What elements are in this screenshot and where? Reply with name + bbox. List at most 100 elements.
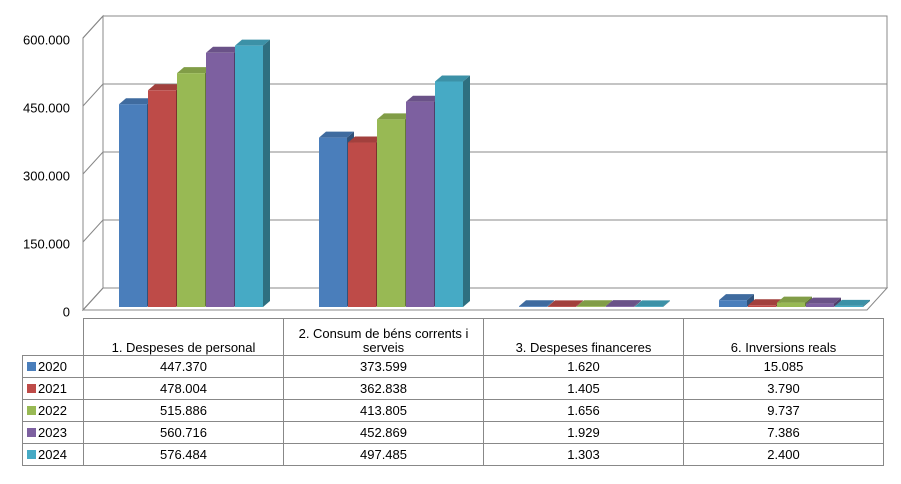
y-tick-label: 600.000 <box>23 32 70 47</box>
series-row: 2021 478.004 362.838 1.405 3.790 <box>22 377 884 400</box>
legend-entry: 2022 <box>22 399 84 422</box>
bar <box>206 52 234 307</box>
legend-swatch <box>27 383 36 393</box>
bar-top <box>177 67 212 74</box>
value-cell: 1.929 <box>483 421 684 444</box>
bar-top <box>348 136 383 143</box>
bar-top <box>606 300 641 307</box>
bar <box>806 303 834 307</box>
legend-entry: 2024 <box>22 443 84 466</box>
value-cell: 515.886 <box>83 399 284 422</box>
value-cell: 3.790 <box>683 377 884 400</box>
bar <box>406 101 434 307</box>
series-row: 2023 560.716 452.869 1.929 7.386 <box>22 421 884 444</box>
value-cell: 576.484 <box>83 443 284 466</box>
bar-side <box>605 300 612 307</box>
value-cell: 9.737 <box>683 399 884 422</box>
legend-label: 2023 <box>38 424 67 440</box>
legend-label: 2020 <box>38 358 67 374</box>
bar-top <box>635 300 670 307</box>
legend-entry: 2021 <box>22 377 84 400</box>
bar-side <box>663 300 670 307</box>
value-cell: 373.599 <box>283 355 484 378</box>
grid-line <box>82 287 104 311</box>
value-cell: 1.620 <box>483 355 684 378</box>
bar <box>119 104 147 308</box>
y-tick-label: 0 <box>63 304 70 319</box>
bar-top <box>806 297 841 304</box>
value-cell: 1.303 <box>483 443 684 466</box>
bar <box>748 305 776 307</box>
bar <box>606 306 634 307</box>
category-label: 6. Inversions reals <box>683 318 884 356</box>
category-label: 3. Despeses financeres <box>483 318 684 356</box>
bar <box>548 306 576 307</box>
legend-label: 2021 <box>38 380 67 396</box>
bar-side <box>576 300 583 307</box>
bar-side <box>834 297 841 307</box>
bar <box>348 142 376 307</box>
value-cell: 1.405 <box>483 377 684 400</box>
series-row: 2024 576.484 497.485 1.303 2.400 <box>22 443 884 466</box>
bar <box>435 81 463 307</box>
legend-swatch <box>27 405 36 415</box>
value-cell: 413.805 <box>283 399 484 422</box>
bar <box>635 306 663 307</box>
bar <box>719 300 747 307</box>
bar-top <box>577 300 612 307</box>
bar-side <box>547 300 554 307</box>
bar-top <box>777 296 812 303</box>
bar <box>777 302 805 307</box>
bar <box>177 73 205 307</box>
y-tick-label: 150.000 <box>23 236 70 251</box>
legend-swatch <box>27 427 36 437</box>
bar-top <box>148 84 183 91</box>
blank-cell <box>23 319 84 356</box>
bar <box>148 90 176 307</box>
value-cell: 15.085 <box>683 355 884 378</box>
bar-top <box>319 131 354 138</box>
bar-side <box>463 75 470 307</box>
bar-top <box>719 294 754 301</box>
value-cell: 452.869 <box>283 421 484 444</box>
legend-swatch <box>27 361 36 371</box>
bar-top <box>377 113 412 120</box>
bar-top <box>206 46 241 53</box>
legend-label: 2022 <box>38 402 67 418</box>
bar <box>235 45 263 308</box>
category-label: 1. Despeses de personal <box>83 318 284 356</box>
bar-side <box>634 300 641 307</box>
grid-line <box>82 15 104 39</box>
series-row: 2022 515.886 413.805 1.656 9.737 <box>22 399 884 422</box>
bar-side <box>263 39 270 308</box>
grid-line <box>82 151 104 175</box>
bar-top <box>519 300 554 307</box>
legend-entry: 2023 <box>22 421 84 444</box>
legend-entry: 2020 <box>22 355 84 378</box>
data-table: 1. Despeses de personal 2. Consum de béns… <box>22 318 884 466</box>
bar-side <box>863 299 870 307</box>
bar <box>377 119 405 307</box>
value-cell: 362.838 <box>283 377 484 400</box>
header-row: 1. Despeses de personal 2. Consum de béns… <box>23 318 884 356</box>
value-cell: 1.656 <box>483 399 684 422</box>
bar <box>577 306 605 307</box>
bar <box>835 305 863 307</box>
legend-swatch <box>27 449 36 459</box>
series-row: 2020 447.370 373.599 1.620 15.085 <box>22 355 884 378</box>
grid-line <box>82 219 104 243</box>
bar-side <box>747 294 754 307</box>
bar <box>519 306 547 307</box>
y-tick-label: 300.000 <box>23 168 70 183</box>
legend-label: 2024 <box>38 446 67 462</box>
bar-top <box>835 299 870 306</box>
value-cell: 2.400 <box>683 443 884 466</box>
category-label: 2. Consum de béns corrents i serveis <box>283 318 484 356</box>
bar <box>319 137 347 307</box>
bar-top <box>748 299 783 306</box>
bar-top <box>435 75 470 82</box>
grid-line <box>82 83 104 107</box>
value-cell: 447.370 <box>83 355 284 378</box>
